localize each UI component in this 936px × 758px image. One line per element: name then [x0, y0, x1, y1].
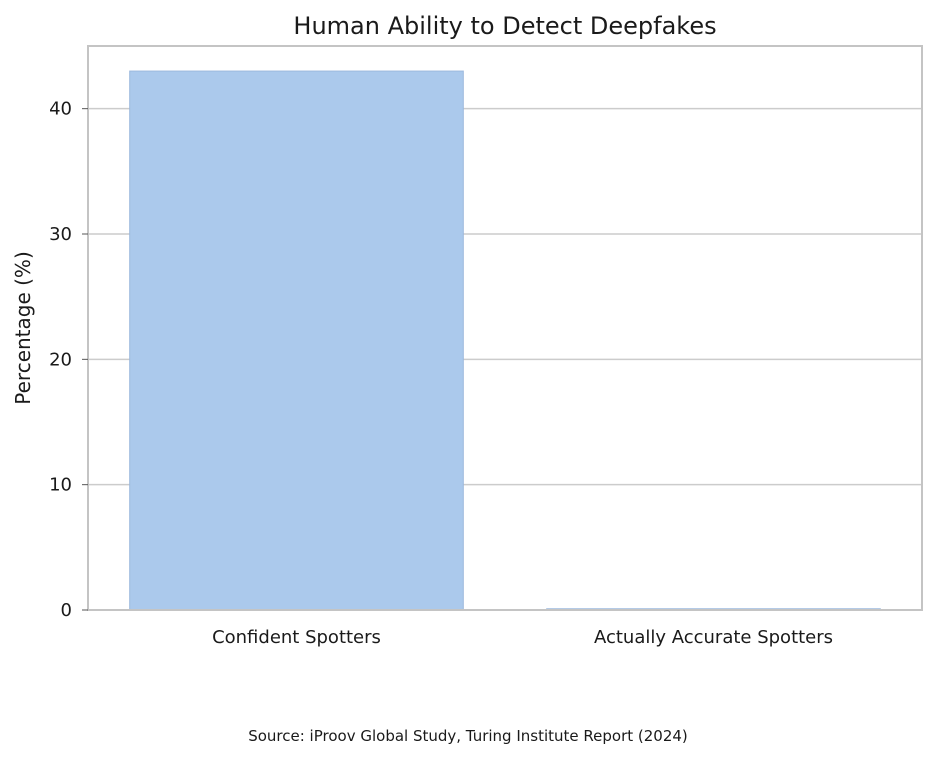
y-tick-label: 0: [61, 600, 72, 621]
y-tick-label: 20: [49, 349, 72, 370]
y-tick-label: 30: [49, 224, 72, 245]
bar: [129, 70, 464, 611]
y-tick-label: 10: [49, 475, 72, 496]
x-tick-labels: Confident Spotters Actually Accurate Spot…: [212, 627, 833, 648]
y-tick-labels: 0 10 20 30 40: [49, 99, 88, 621]
y-axis-label: Percentage (%): [11, 251, 35, 404]
bars: [129, 70, 881, 611]
x-tick-label: Actually Accurate Spotters: [594, 627, 833, 648]
chart-title: Human Ability to Detect Deepfakes: [293, 12, 716, 40]
y-tick-label: 40: [49, 99, 72, 120]
source-note: Source: iProov Global Study, Turing Inst…: [248, 727, 688, 745]
x-tick-label: Confident Spotters: [212, 627, 381, 648]
plot-frame: [87, 45, 923, 611]
